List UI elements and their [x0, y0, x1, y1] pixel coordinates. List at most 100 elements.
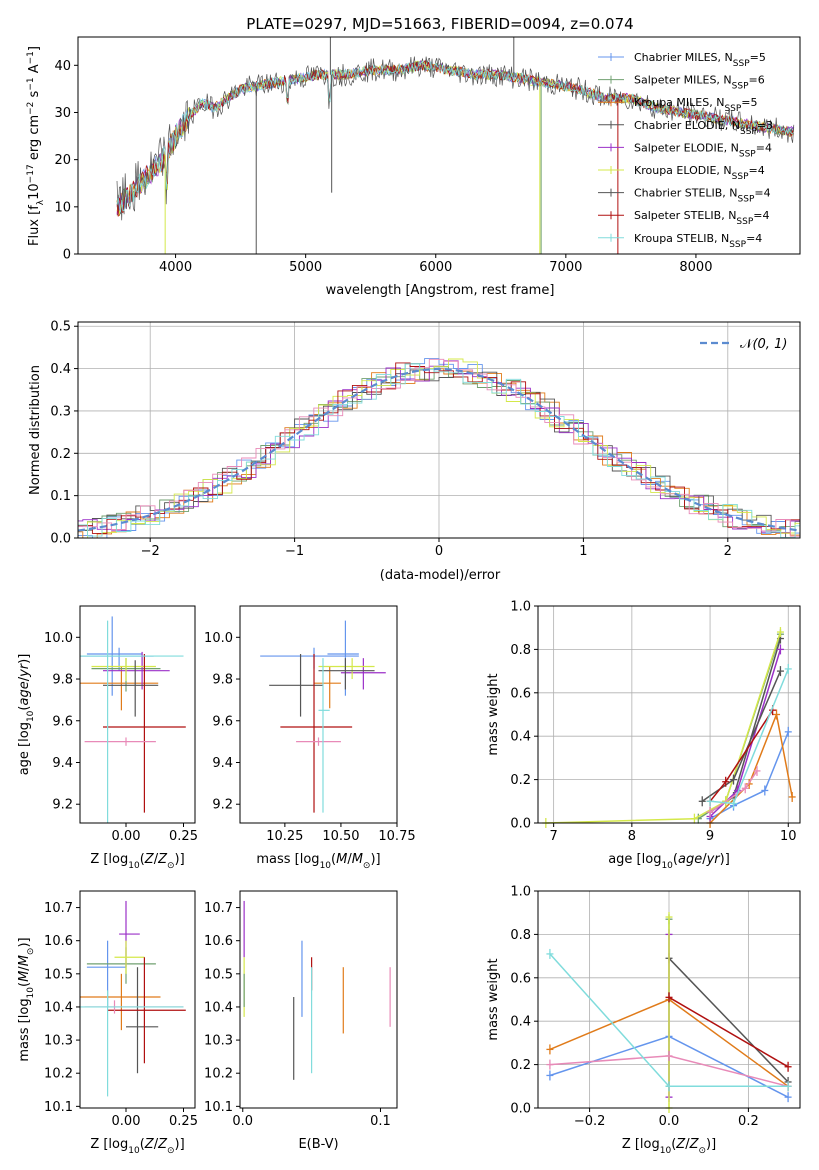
mass-vs-Z-ytick-label: 10.2	[44, 1067, 73, 1082]
mass-vs-ebv-ytick-label: 10.3	[204, 1034, 233, 1049]
normal-curve	[78, 367, 800, 532]
mass-vs-ebv-ytick-label: 10.6	[204, 934, 233, 949]
legend-entry-6: Chabrier STELIB, NSSP=4	[634, 187, 771, 205]
weight-vs-Z-ytick-label: 0.4	[510, 1015, 531, 1030]
weight-vs-Z-ytick-label: 1.0	[510, 885, 531, 900]
spectrum-panel: PLATE=0297, MJD=51663, FIBERID=0094, z=0…	[26, 15, 801, 298]
mass-vs-Z-frame	[79, 890, 196, 1109]
mass-vs-Z-ytick-label: 10.5	[44, 967, 73, 982]
mass-vs-Z-xtick-label: 0.00	[112, 1114, 141, 1129]
age-vs-mass-xtick-label: 10.75	[378, 829, 415, 844]
mass-vs-Z-ytick-label: 10.1	[44, 1100, 73, 1115]
age-vs-mass-ytick-label: 9.8	[212, 673, 233, 688]
legend-entry-0: Chabrier MILES, NSSP=5	[634, 51, 766, 69]
weight-vs-Z-xtick-label: 0.2	[738, 1114, 759, 1129]
weight-vs-age-ytick-label: 0.2	[510, 773, 531, 788]
weight-vs-age-ytick-label: 1.0	[510, 600, 531, 615]
weight-vs-Z-ytick-label: 0.0	[510, 1102, 531, 1117]
spectrum-xtick-label: 5000	[289, 260, 322, 275]
residuals-ytick-label: 0.1	[50, 489, 71, 504]
weight-vs-Z-ytick-label: 0.8	[510, 928, 531, 943]
age-vs-mass-xtick-label: 10.25	[266, 829, 303, 844]
spectrum-ylabel: Flux [fλ10−17 erg cm−2 s−1 A−1]	[26, 46, 46, 246]
residuals-xtick-label: −2	[141, 544, 160, 559]
age-vs-Z-ylabel: age [log10(age/yr)]	[17, 654, 36, 776]
residuals-ytick-label: 0.0	[50, 532, 71, 547]
age-vs-mass-marks	[260, 620, 386, 813]
age-vs-Z-ytick-label: 9.4	[52, 756, 73, 771]
mass-vs-ebv-ytick-label: 10.1	[204, 1100, 233, 1115]
spectrum-ytick-label: 20	[54, 153, 71, 168]
mass-vs-Z-ylabel: mass [log10(M/M⊙)]	[17, 937, 36, 1061]
mass-vs-Z-xtick-label: 0.25	[169, 1114, 198, 1129]
age-vs-Z-panel: 0.00 0.25 9.2 9.4 9.6 9.8 10.0 Z [log10(Z/Z⊙)] a…	[17, 605, 198, 871]
spectrum-xtick-label: 6000	[419, 260, 452, 275]
residuals-panel: −2 −1 0 1 2 0.0 0.1 0.2 0.3 0.4 0.5 𝒩(0, 1) (data-mo…	[28, 320, 801, 583]
mass-vs-ebv-xtick-label: 0.1	[370, 1114, 391, 1129]
legend-entry-5: Kroupa ELODIE, NSSP=4	[634, 164, 765, 182]
weight-vs-Z-xtick-label: −0.2	[574, 1114, 606, 1129]
mass-vs-ebv-ytick-label: 10.2	[204, 1067, 233, 1082]
age-vs-mass-xtick-label: 10.50	[322, 829, 359, 844]
weight-vs-age-xtick-label: 10	[780, 829, 797, 844]
mass-vs-ebv-ytick-label: 10.7	[204, 901, 233, 916]
weight-vs-Z-frame	[537, 890, 801, 1109]
mass-vs-Z-ytick-label: 10.6	[44, 934, 73, 949]
weight-vs-age-ytick-label: 0.0	[510, 817, 531, 832]
residuals-hist-purple	[78, 360, 800, 533]
spectrum-series-cyan	[116, 60, 795, 213]
age-vs-Z-xtick-label: 0.00	[112, 829, 141, 844]
spectrum-frame	[77, 36, 801, 255]
spectrum-ytick-label: 30	[54, 106, 71, 121]
weight-vs-Z-series-3	[668, 957, 789, 1083]
spectrum-title: PLATE=0297, MJD=51663, FIBERID=0094, z=0…	[246, 15, 633, 33]
residuals-frame	[77, 321, 801, 539]
age-vs-mass-ytick-label: 10.0	[204, 631, 233, 646]
mass-vs-Z-marks	[80, 900, 186, 1097]
residuals-ytick-label: 0.5	[50, 320, 71, 335]
weight-vs-age-ytick-label: 0.4	[510, 730, 531, 745]
spectrum-xlabel: wavelength [Angstrom, rest frame]	[326, 283, 555, 298]
age-vs-Z-ytick-label: 9.2	[52, 798, 73, 813]
weight-vs-age-series-5	[545, 631, 782, 824]
weight-vs-Z-ytick-label: 0.2	[510, 1058, 531, 1073]
spectrum-ytick-label: 40	[54, 59, 71, 74]
weight-vs-Z-series-6	[668, 996, 789, 1068]
residuals-hist-pink	[78, 358, 800, 537]
legend-entry-1: Salpeter MILES, NSSP=6	[634, 74, 765, 92]
weight-vs-age-ylabel: mass weight	[486, 673, 501, 755]
weight-vs-age-xtick-label: 9	[706, 829, 714, 844]
mass-vs-Z-ytick-label: 10.4	[44, 1000, 73, 1015]
spectrum-lines	[116, 37, 795, 254]
mass-vs-Z-ytick-label: 10.7	[44, 901, 73, 916]
weight-vs-Z-xlabel: Z [log10(Z/Z⊙)]	[622, 1137, 716, 1156]
mass-vs-ebv-frame	[239, 890, 398, 1109]
age-vs-Z-xtick-label: 0.25	[169, 829, 198, 844]
age-vs-mass-ytick-label: 9.6	[212, 714, 233, 729]
weight-vs-age-ytick-label: 0.6	[510, 686, 531, 701]
weight-vs-age-frame	[537, 605, 801, 824]
weight-vs-age-panel: 7 8 9 10 0.0 0.2 0.4 0.6 0.8 1.0 age [log10(age/yr…	[486, 600, 801, 871]
residuals-xtick-label: 1	[579, 544, 587, 559]
mass-vs-ebv-ytick-label: 10.4	[204, 1000, 233, 1015]
weight-vs-Z-xtick-label: 0.0	[659, 1114, 680, 1129]
age-vs-Z-ytick-label: 9.6	[52, 714, 73, 729]
legend-entry-3: Chabrier ELODIE, NSSP=3	[634, 119, 773, 137]
legend-entry-7: Salpeter STELIB, NSSP=4	[634, 209, 770, 227]
residuals-xlabel: (data-model)/error	[380, 568, 501, 583]
age-vs-mass-ytick-label: 9.4	[212, 756, 233, 771]
age-vs-mass-frame	[239, 605, 398, 824]
weight-vs-age-xtick-label: 7	[550, 829, 558, 844]
residuals-lines	[78, 358, 800, 538]
spectrum-xtick-label: 8000	[679, 260, 712, 275]
age-vs-Z-marks	[80, 616, 186, 823]
residuals-hist-cyan	[78, 363, 800, 538]
weight-vs-age-ytick-label: 0.8	[510, 643, 531, 658]
residuals-ylabel: Normed distribution	[28, 365, 43, 495]
residuals-xtick-label: 2	[724, 544, 732, 559]
weight-vs-age-series-1	[709, 711, 793, 824]
age-vs-Z-ytick-label: 10.0	[44, 631, 73, 646]
weight-vs-Z-ylabel: mass weight	[486, 958, 501, 1040]
mass-vs-Z-panel: 0.00 0.25 10.1 10.2 10.3 10.4 10.5 10.6 10.7 Z [l…	[17, 890, 198, 1156]
